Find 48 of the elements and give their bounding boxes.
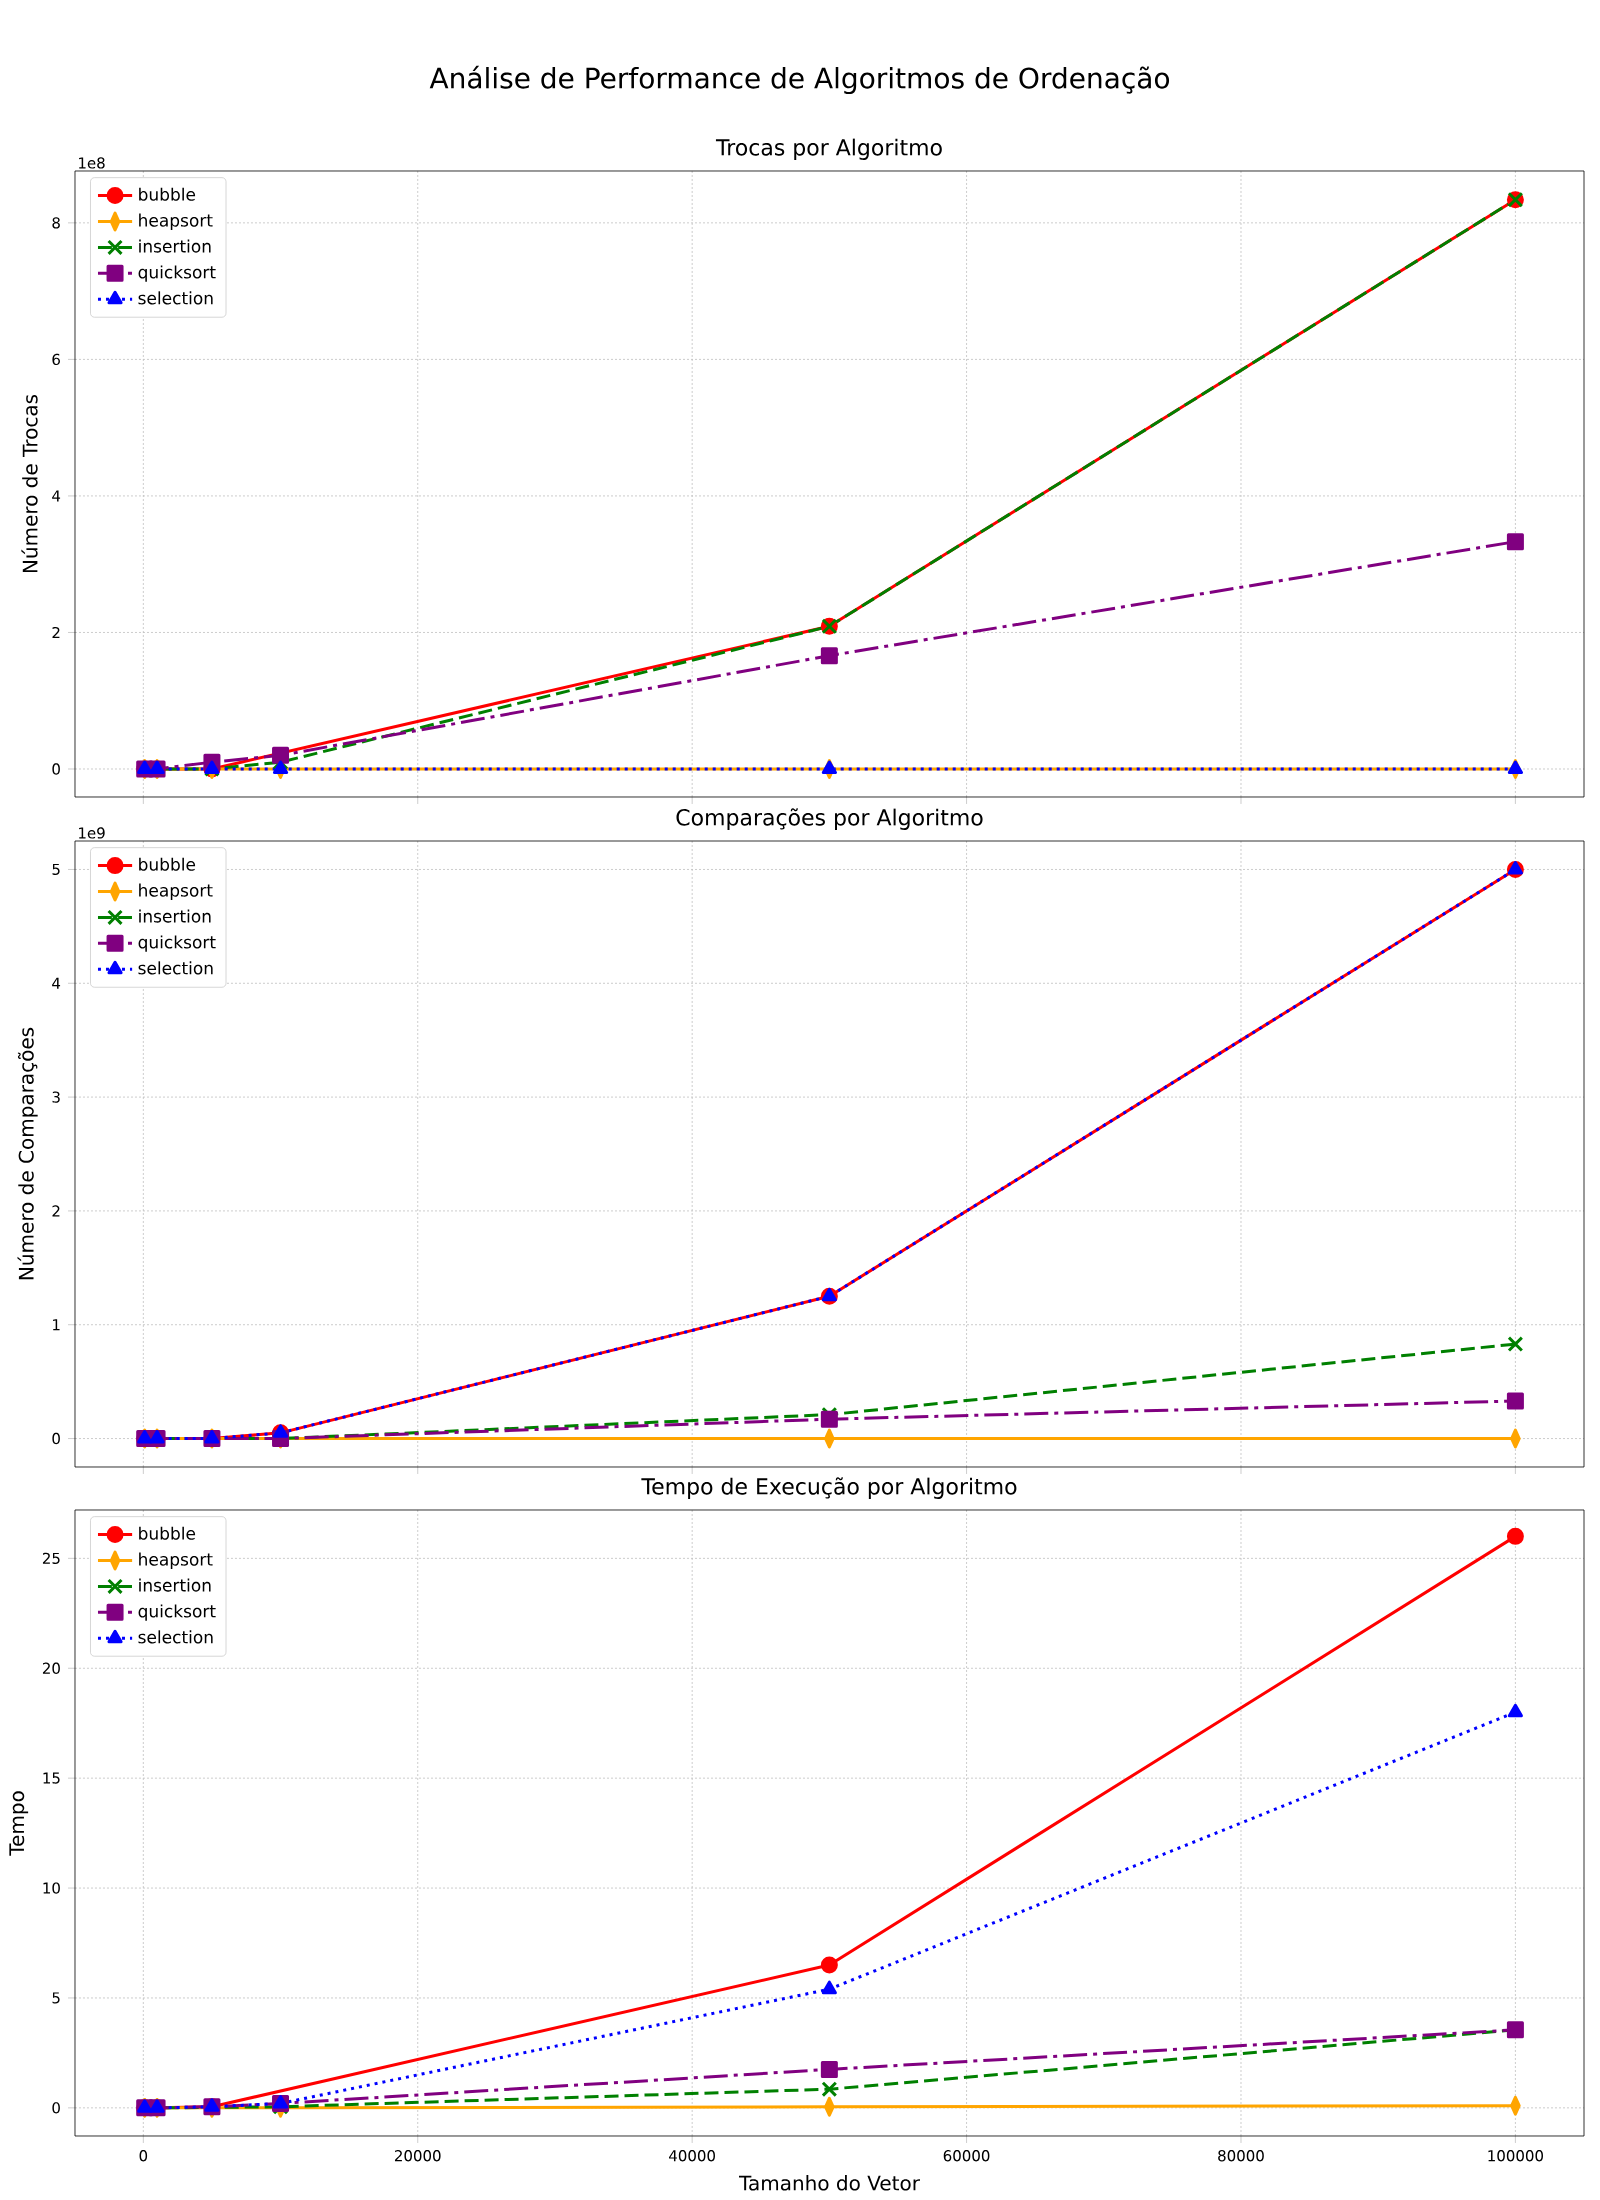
y-axis-title: Número de Trocas [21, 394, 38, 573]
x-tick-label: 40000 [669, 2150, 715, 2162]
text: 1e8 [79, 157, 105, 169]
y-tick-label: 20 [42, 1662, 60, 1674]
legend-label: selection [138, 291, 213, 305]
chart-title: Comparações por Algoritmo [676, 808, 983, 830]
y-axis-title: Número de Comparações [17, 1027, 38, 1280]
legend-label: insertion [139, 239, 211, 253]
legend-label: insertion [139, 1578, 211, 1592]
x-tick-label: 60000 [943, 2150, 990, 2162]
y-tick-label: 1 [53, 1319, 60, 1331]
legend-label: bubble [139, 857, 196, 871]
y-tick-label: 2 [52, 1205, 60, 1217]
y-tick-label: 0 [52, 1432, 60, 1445]
legend-label: heapsort [139, 883, 213, 901]
y-axis-title: Tempo [9, 1791, 29, 1856]
y-tick-label: 5 [52, 1992, 60, 2004]
chart-title: Tempo de Execução por Algoritmo [641, 1477, 1017, 1499]
legend-label: insertion [139, 909, 211, 923]
y-tick-label: 2 [52, 626, 60, 639]
y-tick-label: 15 [43, 1772, 60, 1784]
x-axis-title: Tamanho do Vetor [739, 2175, 920, 2191]
x-tick-label: 80000 [1218, 2150, 1264, 2162]
y-tick-label: 8 [52, 217, 60, 229]
legend-label: selection [138, 1630, 213, 1644]
legend-label: quicksort [138, 265, 216, 282]
y-tick-label: 4 [52, 490, 61, 502]
y-tick-label: 4 [52, 977, 61, 989]
legend-label: quicksort [138, 1604, 216, 1621]
legend-label: bubble [139, 1526, 196, 1540]
y-tick-label: 25 [42, 1552, 60, 1565]
y-tick-label: 0 [52, 2102, 60, 2114]
y-tick-label: 3 [52, 1091, 60, 1103]
text: 1e9 [79, 827, 105, 839]
x-tick-label: 0 [139, 2150, 148, 2162]
y-tick-label: 0 [52, 763, 60, 775]
legend-label: heapsort [139, 213, 213, 231]
legend-label: quicksort [138, 935, 216, 952]
x-tick-label: 100000 [1488, 2150, 1543, 2162]
text: Análise de Performance de Algoritmos de Ordenação [429, 65, 1170, 95]
y-tick-label: 10 [43, 1882, 60, 1894]
legend-label: selection [138, 961, 213, 975]
x-tick-label: 20000 [394, 2150, 441, 2162]
y-tick-label: 5 [52, 863, 60, 876]
y-tick-label: 6 [52, 353, 60, 366]
legend-label: heapsort [139, 1552, 213, 1570]
legend-label: bubble [139, 187, 196, 201]
chart-title: Trocas por Algoritmo [715, 138, 942, 160]
